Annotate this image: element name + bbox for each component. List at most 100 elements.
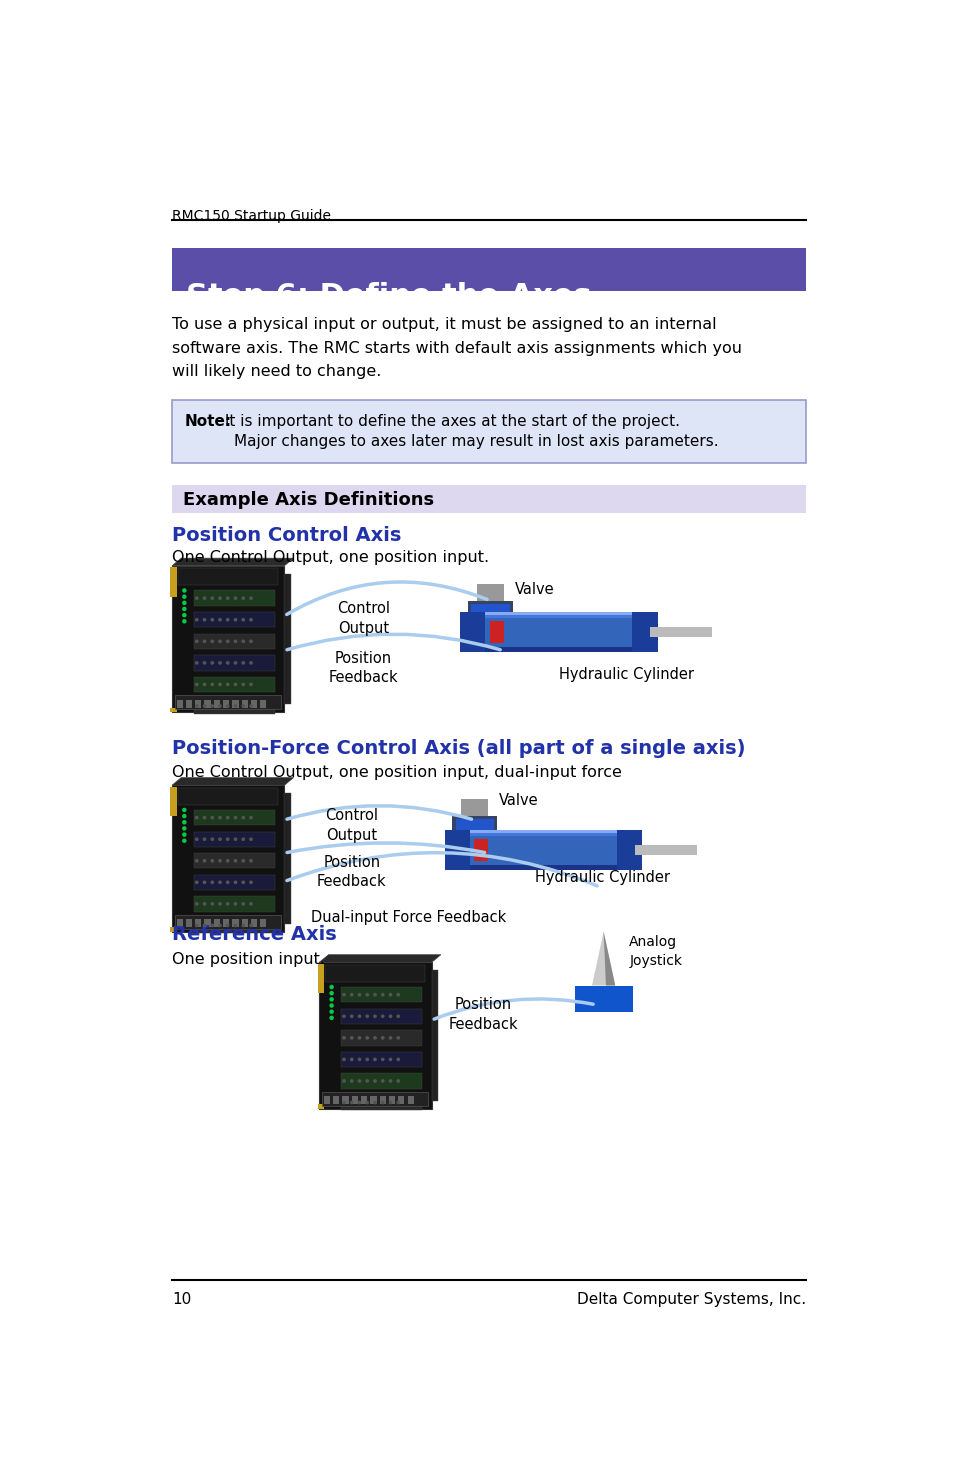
FancyBboxPatch shape <box>171 708 176 712</box>
Circle shape <box>250 860 252 861</box>
Circle shape <box>330 1004 333 1007</box>
Circle shape <box>234 618 236 621</box>
Text: RMC150 Startup Guide: RMC150 Startup Guide <box>172 209 331 223</box>
Circle shape <box>250 925 252 926</box>
FancyBboxPatch shape <box>340 1094 422 1111</box>
Circle shape <box>211 903 213 906</box>
Circle shape <box>203 860 206 861</box>
Circle shape <box>227 925 229 926</box>
Circle shape <box>183 614 186 617</box>
Circle shape <box>389 1102 392 1103</box>
Circle shape <box>183 827 186 830</box>
FancyBboxPatch shape <box>213 699 220 708</box>
FancyBboxPatch shape <box>213 919 220 926</box>
Circle shape <box>242 597 244 599</box>
Text: It is important to define the axes at the start of the project.: It is important to define the axes at th… <box>220 414 679 429</box>
Circle shape <box>218 860 221 861</box>
Text: To use a physical input or output, it must be assigned to an internal
software a: To use a physical input or output, it mu… <box>172 317 741 379</box>
Circle shape <box>227 662 229 664</box>
Circle shape <box>211 705 213 707</box>
Circle shape <box>227 683 229 686</box>
Circle shape <box>389 1058 392 1061</box>
Text: Reference Axis: Reference Axis <box>172 925 336 944</box>
Circle shape <box>381 994 383 996</box>
FancyBboxPatch shape <box>407 1096 414 1105</box>
FancyBboxPatch shape <box>632 612 658 652</box>
FancyBboxPatch shape <box>172 248 805 291</box>
Circle shape <box>389 1037 392 1038</box>
Circle shape <box>366 1102 368 1103</box>
Text: Position
Feedback: Position Feedback <box>328 650 397 686</box>
Circle shape <box>250 618 252 621</box>
FancyBboxPatch shape <box>484 612 632 618</box>
Circle shape <box>234 925 236 926</box>
Circle shape <box>227 618 229 621</box>
FancyBboxPatch shape <box>456 819 494 836</box>
Circle shape <box>218 705 221 707</box>
Circle shape <box>203 662 206 664</box>
FancyBboxPatch shape <box>171 568 176 583</box>
FancyBboxPatch shape <box>476 584 503 600</box>
Circle shape <box>342 1015 345 1018</box>
Circle shape <box>330 985 333 988</box>
Circle shape <box>381 1015 383 1018</box>
FancyBboxPatch shape <box>171 926 176 932</box>
Circle shape <box>227 640 229 643</box>
Circle shape <box>234 683 236 686</box>
Polygon shape <box>319 954 440 962</box>
Circle shape <box>350 1037 353 1038</box>
FancyBboxPatch shape <box>319 962 431 1109</box>
Circle shape <box>330 991 333 994</box>
Text: 10: 10 <box>172 1292 191 1307</box>
Circle shape <box>242 838 244 841</box>
Polygon shape <box>592 932 615 985</box>
Circle shape <box>183 808 186 811</box>
Circle shape <box>381 1058 383 1061</box>
Circle shape <box>183 589 186 591</box>
Text: Position
Feedback: Position Feedback <box>316 854 386 889</box>
FancyBboxPatch shape <box>241 919 248 926</box>
Circle shape <box>342 994 345 996</box>
Circle shape <box>381 1080 383 1083</box>
Text: Step 6: Define the Axes: Step 6: Define the Axes <box>186 282 591 311</box>
Circle shape <box>366 1080 368 1083</box>
FancyBboxPatch shape <box>469 836 617 870</box>
Circle shape <box>250 705 252 707</box>
Circle shape <box>234 881 236 884</box>
Circle shape <box>211 838 213 841</box>
Circle shape <box>234 705 236 707</box>
Circle shape <box>242 640 244 643</box>
Circle shape <box>374 1102 375 1103</box>
FancyBboxPatch shape <box>171 581 176 597</box>
Text: Control
Output: Control Output <box>325 808 377 844</box>
Circle shape <box>203 838 206 841</box>
FancyBboxPatch shape <box>178 788 278 804</box>
Circle shape <box>211 925 213 926</box>
Circle shape <box>330 1010 333 1013</box>
FancyBboxPatch shape <box>178 568 278 586</box>
Circle shape <box>195 817 197 819</box>
FancyBboxPatch shape <box>195 699 201 708</box>
Circle shape <box>203 817 206 819</box>
Circle shape <box>227 838 229 841</box>
FancyBboxPatch shape <box>204 699 211 708</box>
Text: One Control Output, one position input, dual-input force: One Control Output, one position input, … <box>172 766 621 780</box>
Circle shape <box>381 1102 383 1103</box>
Circle shape <box>358 994 360 996</box>
Text: Dual-input Force Feedback: Dual-input Force Feedback <box>311 910 506 925</box>
FancyBboxPatch shape <box>333 1096 339 1105</box>
Circle shape <box>250 640 252 643</box>
FancyBboxPatch shape <box>469 866 617 870</box>
Circle shape <box>374 1080 375 1083</box>
Circle shape <box>203 683 206 686</box>
FancyBboxPatch shape <box>193 853 274 869</box>
Circle shape <box>203 640 206 643</box>
Circle shape <box>250 662 252 664</box>
FancyBboxPatch shape <box>193 917 274 934</box>
FancyBboxPatch shape <box>340 1052 422 1066</box>
Text: Valve: Valve <box>498 794 538 808</box>
Circle shape <box>374 1015 375 1018</box>
FancyBboxPatch shape <box>233 919 238 926</box>
Circle shape <box>374 994 375 996</box>
Circle shape <box>218 662 221 664</box>
